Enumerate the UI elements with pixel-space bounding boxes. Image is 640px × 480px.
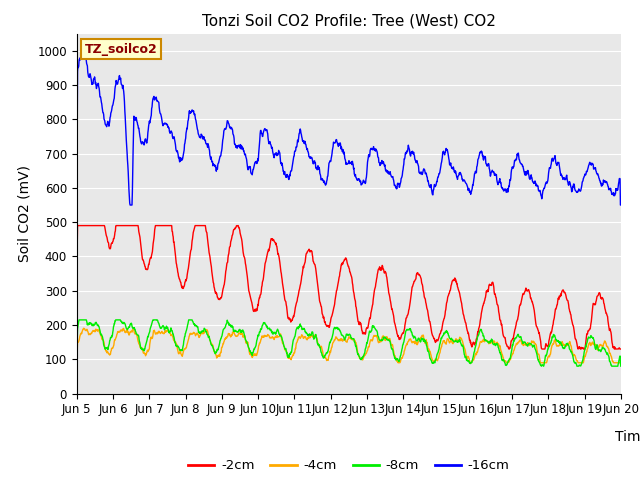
Y-axis label: Soil CO2 (mV): Soil CO2 (mV) (18, 165, 32, 262)
X-axis label: Time: Time (614, 430, 640, 444)
Title: Tonzi Soil CO2 Profile: Tree (West) CO2: Tonzi Soil CO2 Profile: Tree (West) CO2 (202, 13, 496, 28)
Text: TZ_soilco2: TZ_soilco2 (85, 43, 157, 56)
Legend: -2cm, -4cm, -8cm, -16cm: -2cm, -4cm, -8cm, -16cm (183, 454, 515, 478)
